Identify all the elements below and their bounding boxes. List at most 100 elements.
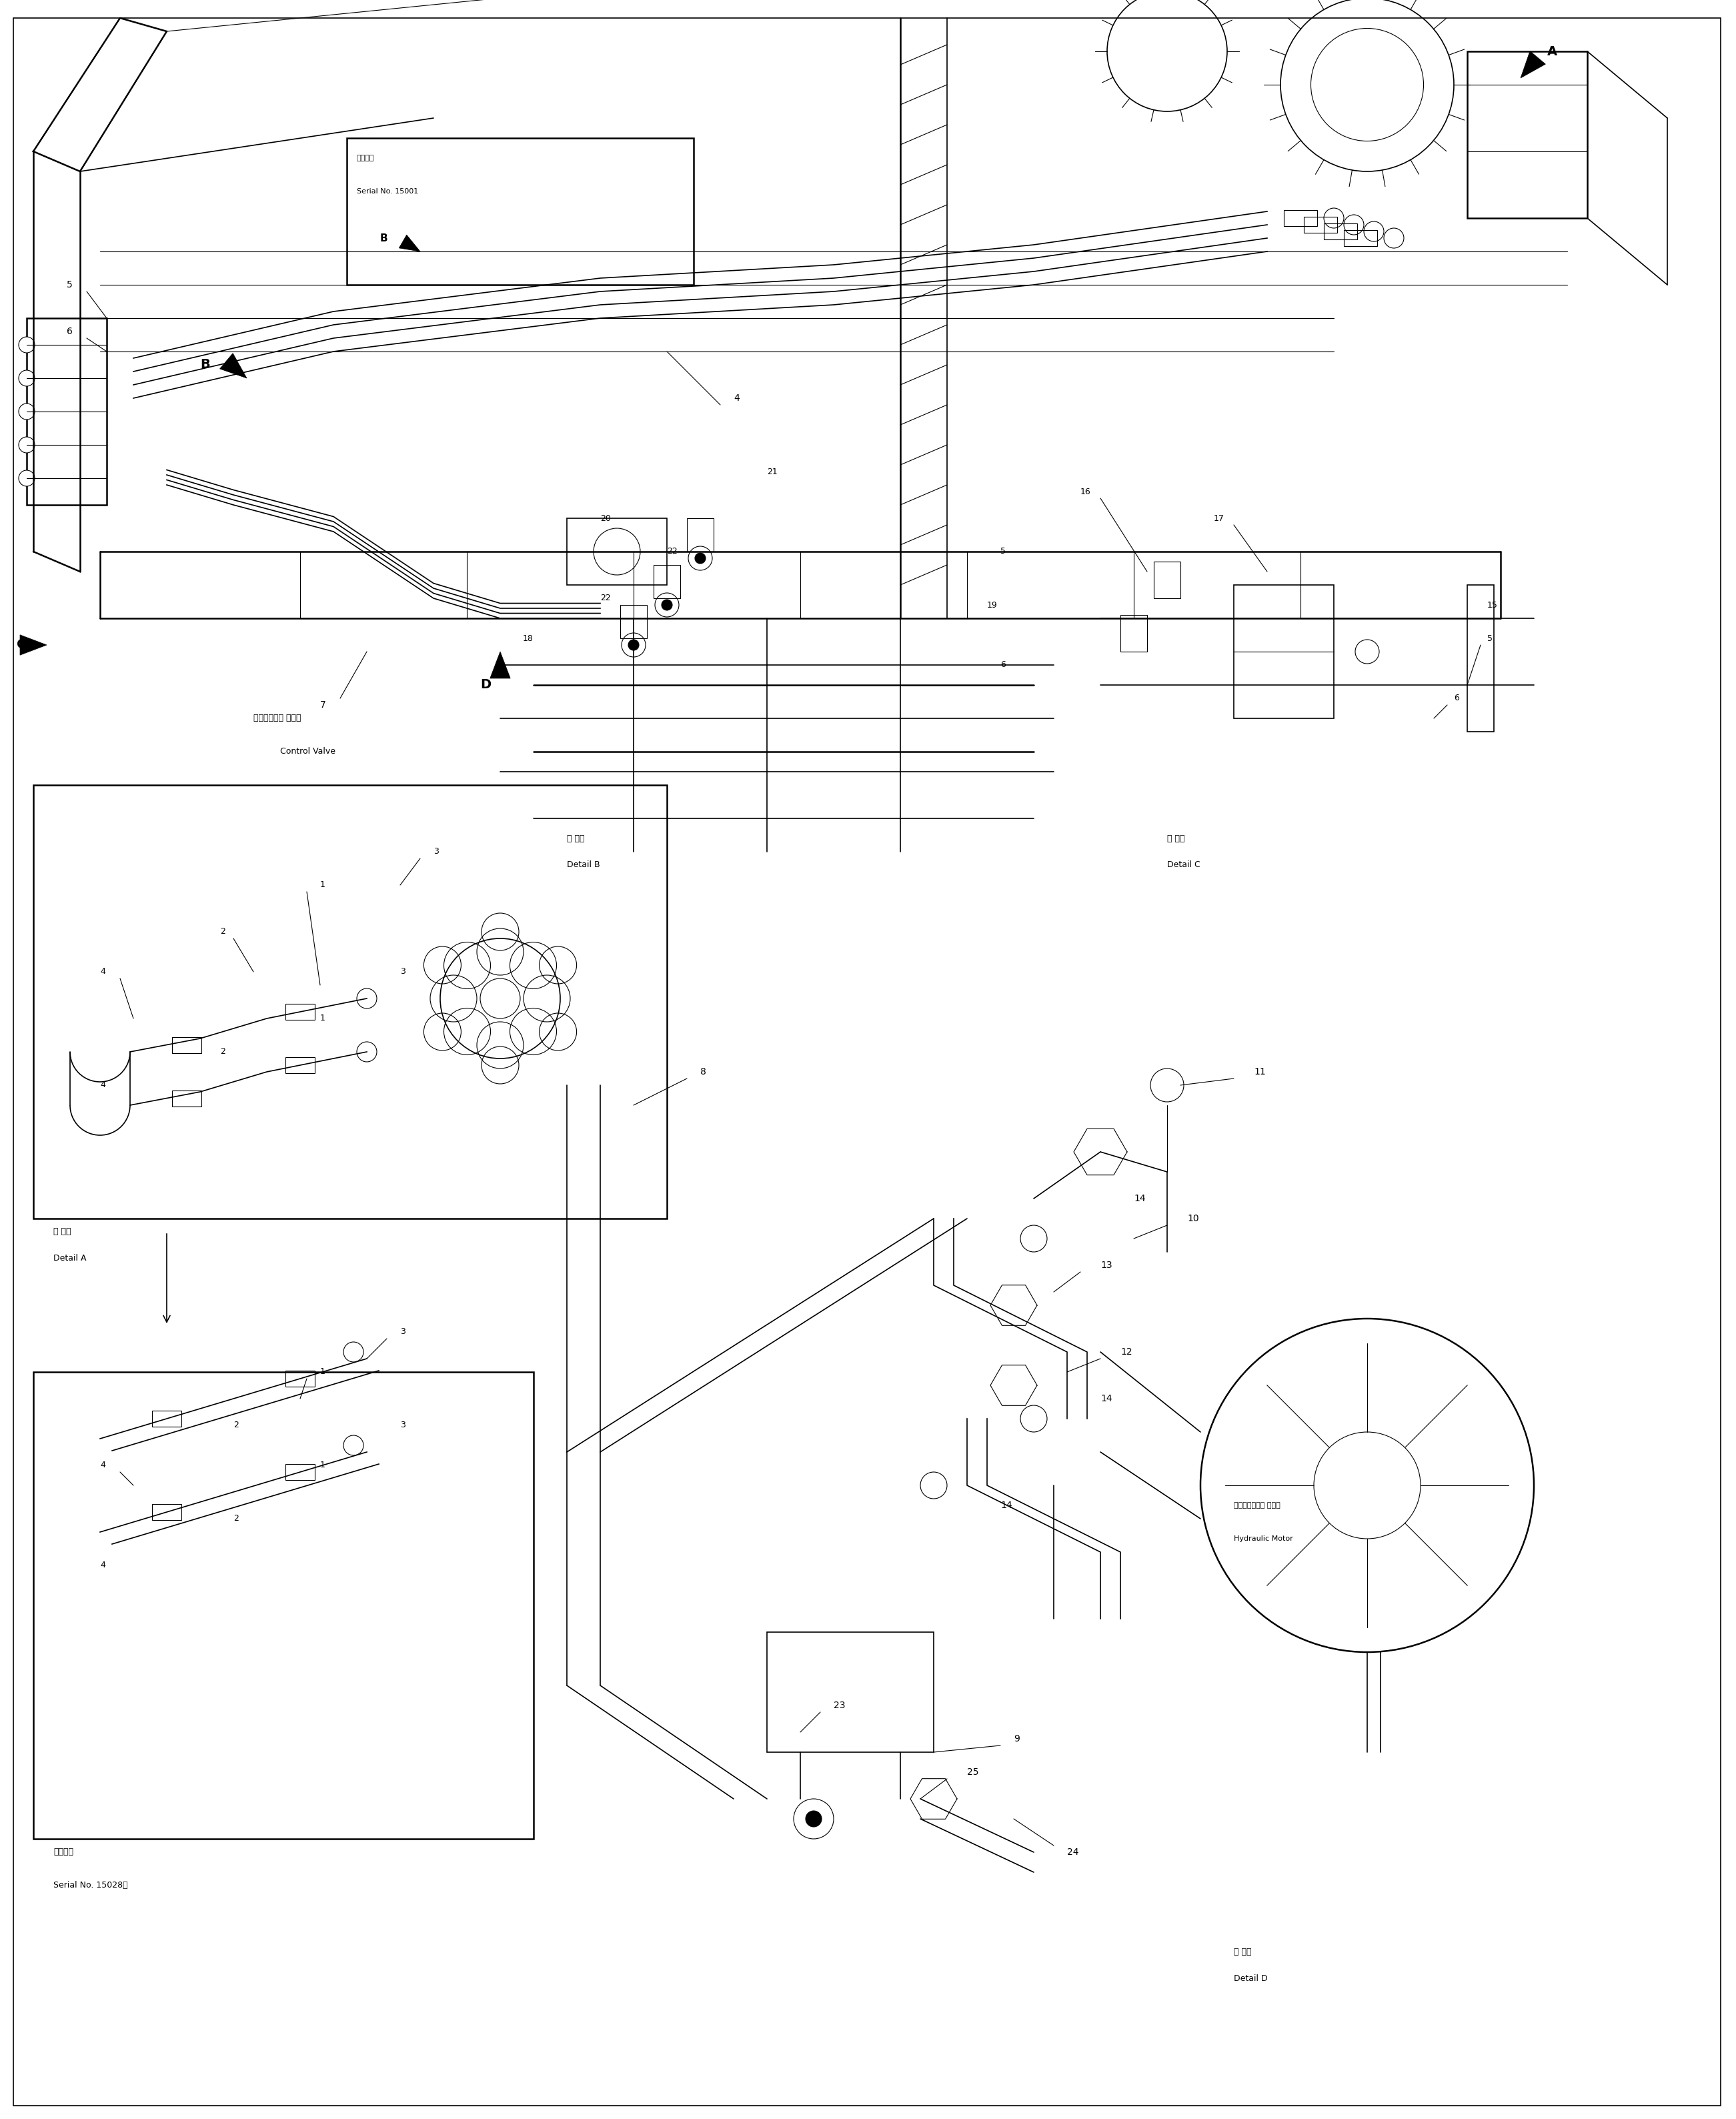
Circle shape bbox=[628, 640, 639, 651]
Text: 15: 15 bbox=[1488, 600, 1498, 610]
Text: 14: 14 bbox=[1000, 1500, 1012, 1511]
Text: 4: 4 bbox=[101, 968, 106, 977]
Text: 14: 14 bbox=[1101, 1394, 1113, 1403]
Bar bbox=[568, 519, 667, 585]
Circle shape bbox=[661, 600, 672, 610]
Text: Serial No. 15001: Serial No. 15001 bbox=[358, 189, 418, 195]
Bar bbox=[285, 1464, 314, 1479]
Circle shape bbox=[19, 337, 35, 354]
Bar bbox=[347, 138, 694, 284]
Text: Hydraulic Motor: Hydraulic Motor bbox=[1234, 1536, 1293, 1543]
Text: 3: 3 bbox=[401, 1329, 406, 1337]
Text: 25: 25 bbox=[967, 1767, 979, 1778]
Text: 19: 19 bbox=[988, 600, 998, 610]
Text: 適用号機: 適用号機 bbox=[358, 155, 375, 161]
Text: 18: 18 bbox=[523, 634, 533, 642]
Text: 4: 4 bbox=[734, 394, 740, 403]
Bar bbox=[1304, 216, 1337, 233]
Text: C: C bbox=[17, 638, 26, 651]
Text: 22: 22 bbox=[601, 593, 611, 602]
Text: 2: 2 bbox=[233, 1515, 238, 1524]
Circle shape bbox=[1151, 1068, 1184, 1102]
Text: 13: 13 bbox=[1101, 1261, 1113, 1269]
Bar bbox=[26, 318, 106, 504]
Bar bbox=[1467, 51, 1587, 218]
Text: 9: 9 bbox=[1014, 1733, 1019, 1744]
Polygon shape bbox=[490, 653, 510, 678]
Text: 20: 20 bbox=[601, 515, 611, 523]
Text: 6: 6 bbox=[66, 326, 73, 337]
Circle shape bbox=[1021, 1225, 1047, 1252]
Text: Detail B: Detail B bbox=[568, 860, 601, 869]
Text: Ｂ 詳細: Ｂ 詳細 bbox=[568, 835, 585, 843]
Text: Ｄ 詳細: Ｄ 詳細 bbox=[1234, 1947, 1252, 1956]
Text: D: D bbox=[481, 678, 491, 691]
Text: 6: 6 bbox=[1453, 695, 1460, 704]
Circle shape bbox=[19, 403, 35, 420]
Text: A: A bbox=[1547, 44, 1557, 57]
Text: 11: 11 bbox=[1253, 1068, 1266, 1076]
Text: Ａ 詳細: Ａ 詳細 bbox=[54, 1227, 71, 1235]
Bar bbox=[33, 784, 667, 1218]
Text: 14: 14 bbox=[1134, 1193, 1146, 1204]
Text: 3: 3 bbox=[401, 968, 406, 977]
Text: 4: 4 bbox=[101, 1081, 106, 1089]
Text: 10: 10 bbox=[1187, 1214, 1200, 1223]
Text: 16: 16 bbox=[1080, 487, 1090, 496]
Bar bbox=[1234, 585, 1333, 718]
Text: 5: 5 bbox=[1000, 547, 1005, 555]
Text: 7: 7 bbox=[319, 701, 326, 710]
Text: 24: 24 bbox=[1068, 1848, 1078, 1856]
Text: 適用号機: 適用号機 bbox=[54, 1848, 73, 1856]
Text: 1: 1 bbox=[319, 1015, 325, 1023]
Text: 12: 12 bbox=[1120, 1348, 1132, 1356]
Circle shape bbox=[594, 528, 641, 574]
Text: Serial No. 15028～: Serial No. 15028～ bbox=[54, 1882, 128, 1890]
Text: Control Valve: Control Valve bbox=[279, 748, 335, 756]
Text: Detail D: Detail D bbox=[1234, 1975, 1267, 1983]
Text: 8: 8 bbox=[700, 1068, 707, 1076]
Text: 1: 1 bbox=[319, 1460, 325, 1471]
Bar bbox=[285, 1004, 314, 1019]
Polygon shape bbox=[21, 636, 47, 655]
Text: 2: 2 bbox=[220, 928, 226, 937]
Text: 1: 1 bbox=[319, 882, 325, 890]
Polygon shape bbox=[399, 235, 420, 252]
Text: 17: 17 bbox=[1213, 515, 1224, 523]
Bar bbox=[1467, 585, 1495, 731]
Bar bbox=[1325, 222, 1358, 239]
Bar bbox=[1285, 210, 1318, 227]
Circle shape bbox=[920, 1473, 948, 1498]
Bar bbox=[1344, 231, 1377, 246]
Circle shape bbox=[1021, 1405, 1047, 1432]
Text: コントロール バルブ: コントロール バルブ bbox=[253, 714, 300, 723]
Text: 2: 2 bbox=[233, 1422, 238, 1430]
Bar bbox=[285, 1057, 314, 1072]
Bar bbox=[153, 1504, 181, 1519]
Bar bbox=[767, 1632, 934, 1752]
Text: 3: 3 bbox=[401, 1422, 406, 1430]
Text: 6: 6 bbox=[1000, 661, 1005, 670]
Text: 23: 23 bbox=[833, 1702, 845, 1710]
Bar bbox=[285, 1371, 314, 1386]
Text: Detail C: Detail C bbox=[1167, 860, 1200, 869]
Polygon shape bbox=[1521, 51, 1545, 78]
Bar bbox=[172, 1091, 201, 1106]
Circle shape bbox=[19, 437, 35, 453]
Text: ハイドロリック モータ: ハイドロリック モータ bbox=[1234, 1502, 1281, 1509]
Text: 5: 5 bbox=[1488, 634, 1493, 642]
Bar bbox=[153, 1411, 181, 1426]
Text: 5: 5 bbox=[66, 280, 73, 290]
Bar bbox=[1154, 562, 1180, 598]
Circle shape bbox=[793, 1799, 833, 1839]
Text: 4: 4 bbox=[101, 1562, 106, 1570]
Text: Detail A: Detail A bbox=[54, 1254, 87, 1263]
Text: 4: 4 bbox=[101, 1460, 106, 1471]
Circle shape bbox=[481, 979, 521, 1019]
Bar bbox=[687, 519, 713, 551]
Text: 21: 21 bbox=[767, 466, 778, 477]
Polygon shape bbox=[220, 354, 247, 377]
Circle shape bbox=[806, 1812, 821, 1827]
Text: 22: 22 bbox=[667, 547, 677, 555]
Bar bbox=[653, 566, 681, 598]
